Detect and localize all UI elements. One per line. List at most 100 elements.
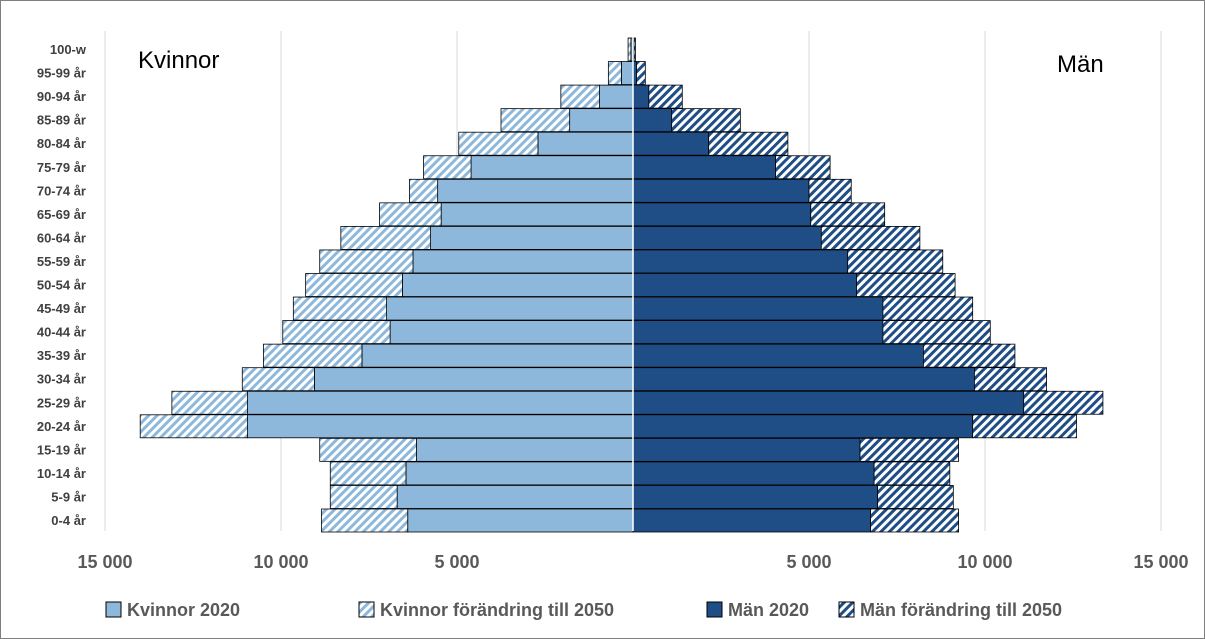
legend-label: Män 2020 — [728, 600, 809, 620]
age-label: 80-84 år — [37, 136, 86, 151]
bar-kvinnor-forandring — [319, 249, 414, 274]
bar-man-2020 — [632, 131, 710, 156]
bar-kvinnor-2020 — [430, 225, 634, 250]
bar-kvinnor-2020 — [412, 249, 634, 274]
bar-kvinnor-forandring — [305, 273, 403, 297]
age-label: 65-69 år — [37, 207, 86, 222]
bars — [139, 37, 1104, 533]
bar-kvinnor-forandring — [319, 437, 417, 462]
bar-man-2020 — [632, 414, 974, 439]
bar-kvinnor-forandring — [423, 155, 472, 180]
bar-man-2020 — [632, 296, 884, 321]
bar-man-forandring — [671, 108, 741, 133]
bar-man-forandring — [847, 249, 944, 274]
bar-kvinnor-forandring — [321, 508, 409, 533]
age-label: 10-14 år — [37, 466, 86, 481]
age-label: 5-9 år — [51, 489, 86, 504]
age-label: 85-89 år — [37, 113, 86, 128]
bar-man-forandring — [882, 296, 974, 321]
x-tick-label: 10 000 — [253, 552, 308, 572]
bar-kvinnor-forandring — [171, 390, 248, 415]
bar-man-2020 — [632, 225, 822, 250]
bar-man-forandring — [633, 37, 636, 62]
bar-man-2020 — [632, 367, 975, 392]
x-axis-tick-labels: 15 000 10 000 5 000 5 000 10 000 15 000 — [77, 552, 1188, 572]
legend-label: Kvinnor förändring till 2050 — [380, 600, 614, 620]
bar-kvinnor-2020 — [386, 296, 634, 321]
bar-kvinnor-forandring — [241, 367, 315, 392]
bar-man-forandring — [775, 155, 831, 180]
bar-man-2020 — [632, 249, 849, 274]
bar-man-forandring — [636, 61, 646, 85]
bar-man-2020 — [632, 343, 924, 368]
bar-kvinnor-forandring — [340, 225, 431, 250]
bar-kvinnor-2020 — [440, 202, 634, 227]
bar-kvinnor-2020 — [620, 61, 634, 85]
x-tick-label: 10 000 — [957, 552, 1012, 572]
x-tick-label: 5 000 — [434, 552, 479, 572]
bar-kvinnor-2020 — [402, 273, 634, 297]
age-label: 45-49 år — [37, 301, 86, 316]
age-axis-labels: 0-4 år 5-9 år 10-14 år 15-19 år 20-24 år 25-2… — [37, 42, 87, 528]
legend: Kvinnor 2020 Kvinnor förändring till 2050… — [105, 600, 1062, 620]
x-tick-label: 15 000 — [1133, 552, 1188, 572]
bar-kvinnor-2020 — [407, 508, 634, 533]
bar-kvinnor-forandring — [560, 84, 600, 109]
bar-kvinnor-forandring — [282, 320, 391, 345]
x-tick-label: 5 000 — [786, 552, 831, 572]
age-label: 100-w — [50, 42, 87, 57]
age-label: 70-74 år — [37, 183, 86, 198]
age-label: 75-79 år — [37, 160, 86, 175]
bar-kvinnor-forandring — [379, 202, 442, 227]
bar-kvinnor-2020 — [314, 367, 634, 392]
age-label: 20-24 år — [37, 419, 86, 434]
age-label: 40-44 år — [37, 325, 86, 340]
bar-kvinnor-forandring — [329, 485, 398, 509]
bar-man-2020 — [632, 84, 650, 109]
bar-man-2020 — [632, 178, 810, 203]
bar-man-2020 — [632, 155, 776, 180]
age-label: 15-19 år — [37, 442, 86, 457]
bar-kvinnor-2020 — [396, 485, 634, 509]
bar-man-2020 — [632, 273, 857, 297]
bar-man-forandring — [870, 508, 959, 533]
age-label: 90-94 år — [37, 89, 86, 104]
bar-man-forandring — [708, 131, 789, 156]
bar-man-forandring — [923, 343, 1016, 368]
bar-man-2020 — [632, 390, 1025, 415]
bar-man-2020 — [632, 461, 875, 486]
age-label: 55-59 år — [37, 254, 86, 269]
bar-man-forandring — [808, 178, 852, 203]
legend-swatch — [358, 601, 375, 618]
bar-kvinnor-forandring — [409, 178, 439, 203]
bar-man-forandring — [648, 84, 683, 109]
bar-man-forandring — [856, 273, 956, 297]
bar-man-2020 — [632, 437, 861, 462]
bar-man-forandring — [859, 437, 959, 462]
bar-kvinnor-2020 — [470, 155, 634, 180]
bar-kvinnor-forandring — [500, 108, 571, 133]
bar-man-2020 — [632, 320, 884, 345]
bar-kvinnor-forandring — [607, 61, 622, 85]
bar-kvinnor-2020 — [569, 108, 634, 133]
bar-kvinnor-2020 — [416, 437, 634, 462]
bar-man-2020 — [632, 508, 872, 533]
bar-kvinnor-forandring — [458, 131, 539, 156]
age-label: 30-34 år — [37, 372, 86, 387]
bar-man-forandring — [820, 225, 921, 250]
bar-man-forandring — [873, 461, 951, 486]
legend-swatch — [706, 601, 723, 618]
bar-man-forandring — [974, 367, 1048, 392]
bar-kvinnor-forandring — [627, 37, 632, 62]
age-label: 60-64 år — [37, 230, 86, 245]
legend-swatch — [105, 601, 122, 618]
age-label: 50-54 år — [37, 278, 86, 293]
bar-kvinnor-forandring — [292, 296, 388, 321]
bar-kvinnor-2020 — [361, 343, 634, 368]
left-side-label: Kvinnor — [138, 47, 219, 74]
bar-man-2020 — [632, 485, 879, 509]
bar-man-2020 — [632, 202, 812, 227]
legend-label: Kvinnor 2020 — [127, 600, 240, 620]
